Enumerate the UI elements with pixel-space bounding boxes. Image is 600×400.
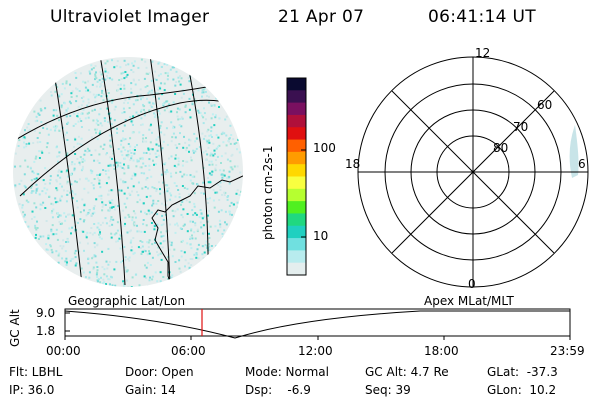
colorbar-segment: [287, 201, 306, 215]
colorbar-segment: [287, 114, 306, 128]
status-gc-alt: GC Alt: 4.7 Re: [365, 365, 449, 379]
colorbar-segment: [287, 225, 306, 239]
xtick-0600: 06:00: [171, 344, 206, 358]
instrument-title: Ultraviolet Imager: [50, 7, 210, 27]
status-glon: GLon: 10.2: [487, 383, 557, 397]
mlt-label-18: 18: [345, 157, 361, 171]
colorbar-segment: [287, 176, 306, 190]
status-glat: GLat: -37.3: [487, 365, 558, 379]
lat-label-60: 60: [537, 98, 553, 112]
colorbar-tick-10: 10: [313, 229, 329, 243]
mlt-label-0: 0: [468, 277, 476, 291]
status-flt: Flt: LBHL: [9, 365, 63, 379]
mlt-label-6: 6: [578, 157, 586, 171]
ytick-bottom: 1.8: [36, 324, 56, 338]
altitude-curve: [64, 310, 570, 339]
date-label: 21 Apr 07: [278, 7, 365, 27]
status-gain: Gain: 14: [125, 383, 176, 397]
xtick-1800: 18:00: [424, 344, 459, 358]
gc-alt-axis-title: GC Alt: [8, 309, 22, 347]
lat-label-80: 80: [493, 141, 509, 155]
status-mode: Mode: Normal: [245, 365, 329, 379]
timeline-panel: [64, 308, 571, 340]
colorbar-tick-100: 100: [313, 141, 336, 155]
status-dsp: Dsp: -6.9: [245, 383, 311, 397]
colorbar-segment: [287, 250, 306, 264]
status-ip: IP: 36.0: [9, 383, 55, 397]
colorbar-segment: [287, 188, 306, 202]
xtick-2359: 23:59: [550, 344, 585, 358]
polar-aurora-patch: [569, 125, 579, 178]
geographic-label: Geographic Lat/Lon: [68, 294, 186, 308]
time-label: 06:41:14 UT: [428, 7, 536, 27]
colorbar-unit-label: photon cm-2s-1: [261, 145, 275, 241]
colorbar-segment: [287, 213, 306, 227]
ytick-top: 9.0: [36, 306, 56, 320]
status-door: Door: Open: [125, 365, 194, 379]
colorbar-segment: [287, 151, 306, 165]
colorbar: [286, 77, 307, 276]
apex-label: Apex MLat/MLT: [424, 294, 514, 308]
colorbar-segment: [287, 139, 306, 153]
colorbar-segment: [287, 238, 306, 251]
mlt-label-12: 12: [475, 46, 491, 60]
lat-label-70: 70: [513, 120, 529, 134]
coastline: [151, 174, 243, 287]
colorbar-segment: [287, 90, 306, 104]
colorbar-segment: [287, 164, 306, 178]
colorbar-segment: [287, 127, 306, 141]
colorbar-segment: [287, 102, 306, 116]
xtick-1200: 12:00: [298, 344, 333, 358]
xtick-0000: 00:00: [46, 344, 81, 358]
polar-plot: [357, 56, 589, 288]
colorbar-segment: [287, 262, 306, 276]
status-seq: Seq: 39: [365, 383, 411, 397]
colorbar-segment: [287, 78, 306, 91]
imager-disk: [13, 57, 243, 287]
